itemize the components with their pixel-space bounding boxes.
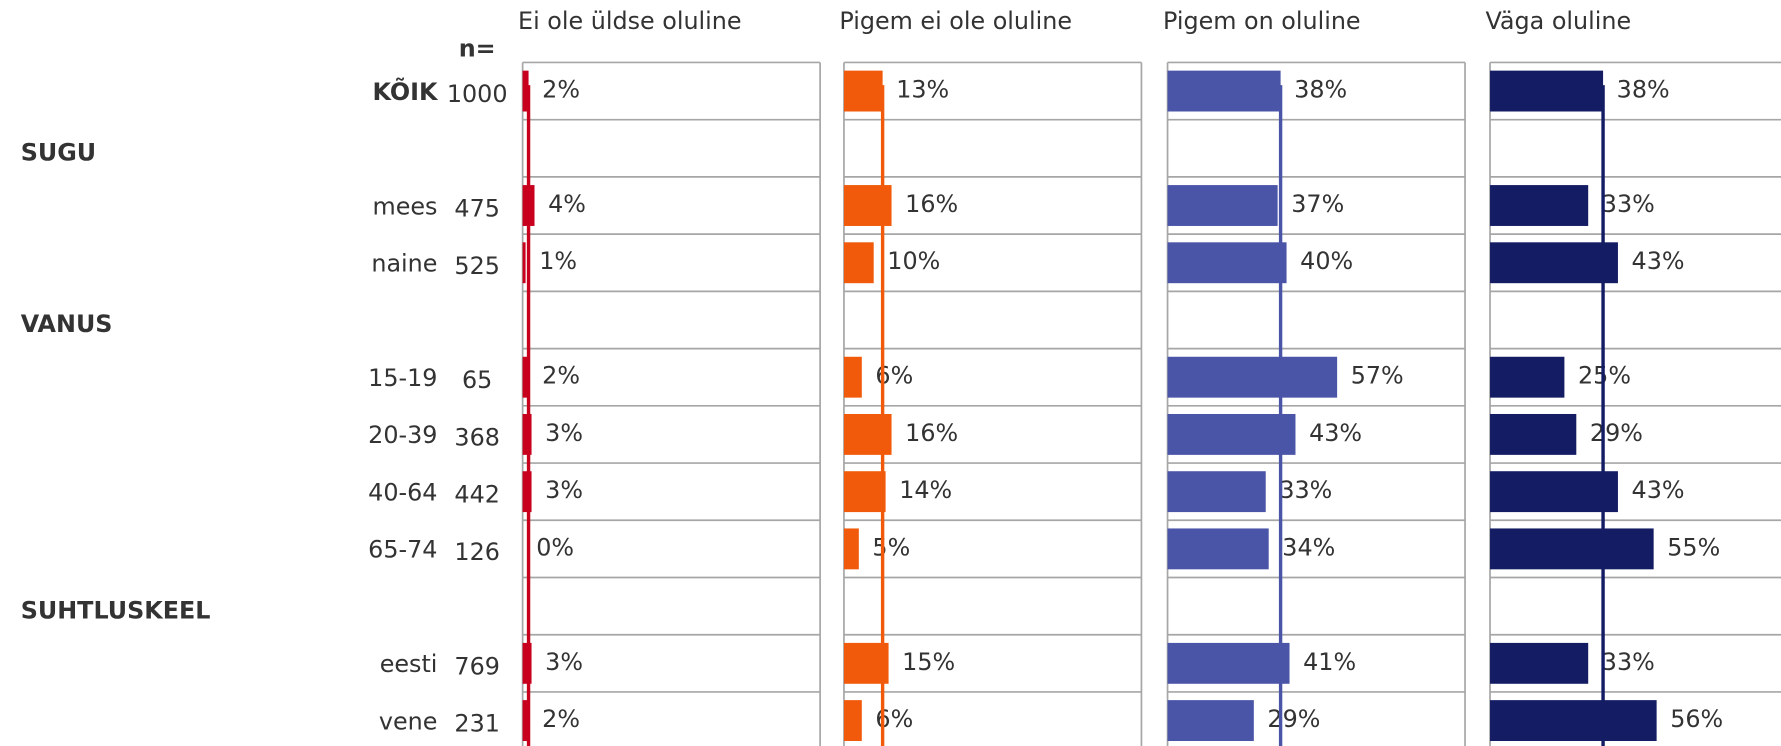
value-label: 2% xyxy=(542,76,580,104)
group-label: VANUS xyxy=(21,310,113,338)
value-label: 5% xyxy=(872,533,910,561)
bar xyxy=(1490,471,1618,513)
n-value: 475 xyxy=(454,195,499,223)
row-label: 65-74 xyxy=(368,536,437,564)
panel-title: Väga oluline xyxy=(1485,7,1631,35)
value-label: 40% xyxy=(1300,247,1353,275)
value-label: 43% xyxy=(1309,419,1362,447)
bar xyxy=(1490,70,1604,112)
row-label: KÕIK xyxy=(372,78,439,106)
bar xyxy=(1167,413,1296,455)
value-label: 1% xyxy=(539,247,577,275)
row-label: mees xyxy=(372,192,437,220)
bar xyxy=(522,70,529,112)
n-value: 368 xyxy=(454,423,499,451)
n-header: n= xyxy=(459,34,496,62)
bar xyxy=(1490,413,1577,455)
value-label: 33% xyxy=(1602,190,1655,218)
bar xyxy=(1490,356,1565,398)
n-value: 442 xyxy=(454,481,499,509)
value-label: 43% xyxy=(1632,476,1685,504)
bar xyxy=(1490,642,1589,684)
value-label: 16% xyxy=(905,190,958,218)
value-label: 56% xyxy=(1670,705,1723,733)
row-label: vene xyxy=(379,707,438,735)
bar xyxy=(843,528,859,570)
row-label: 15-19 xyxy=(368,364,437,392)
group-label: SUHTLUSKEEL xyxy=(21,596,211,624)
row-label: 20-39 xyxy=(368,421,437,449)
value-label: 38% xyxy=(1294,76,1347,104)
value-label: 13% xyxy=(896,76,949,104)
n-value: 65 xyxy=(462,366,492,394)
n-value: 126 xyxy=(454,538,499,566)
bar xyxy=(1167,70,1281,112)
bar xyxy=(1167,642,1290,684)
value-label: 43% xyxy=(1632,247,1685,275)
value-label: 55% xyxy=(1667,533,1720,561)
panel-title: Pigem ei ole oluline xyxy=(839,7,1072,35)
value-label: 2% xyxy=(542,705,580,733)
bar xyxy=(1490,242,1618,284)
bar xyxy=(843,700,862,742)
value-label: 29% xyxy=(1267,705,1320,733)
value-label: 10% xyxy=(887,247,940,275)
bar xyxy=(1167,528,1269,570)
value-label: 3% xyxy=(545,476,583,504)
value-label: 0% xyxy=(536,533,574,561)
bar xyxy=(1167,242,1287,284)
n-value: 525 xyxy=(454,252,499,280)
bar xyxy=(843,356,862,398)
value-label: 37% xyxy=(1291,190,1344,218)
value-label: 34% xyxy=(1282,533,1335,561)
bar xyxy=(1167,700,1254,742)
row-label: 40-64 xyxy=(368,478,437,506)
value-label: 3% xyxy=(545,648,583,676)
bar xyxy=(1167,471,1266,513)
n-value: 231 xyxy=(454,710,499,738)
row-label: naine xyxy=(371,250,437,278)
value-label: 57% xyxy=(1351,362,1404,390)
value-label: 2% xyxy=(542,362,580,390)
n-value: 769 xyxy=(454,652,499,680)
bar xyxy=(1490,700,1657,742)
value-label: 4% xyxy=(548,190,586,218)
bar xyxy=(843,242,874,284)
bar xyxy=(522,700,529,742)
value-label: 33% xyxy=(1279,476,1332,504)
value-label: 33% xyxy=(1602,648,1655,676)
bar xyxy=(843,471,886,513)
value-label: 16% xyxy=(905,419,958,447)
bar xyxy=(843,70,883,112)
bar xyxy=(522,356,529,398)
value-label: 38% xyxy=(1617,76,1670,104)
value-label: 15% xyxy=(902,648,955,676)
value-label: 3% xyxy=(545,419,583,447)
bar xyxy=(1490,528,1654,570)
bar xyxy=(522,242,526,284)
panel-title: Pigem on oluline xyxy=(1163,7,1361,35)
bar xyxy=(1167,356,1338,398)
bar xyxy=(843,413,892,455)
value-label: 29% xyxy=(1590,419,1643,447)
row-label: eesti xyxy=(380,650,438,678)
bar xyxy=(1490,185,1589,226)
bar xyxy=(843,185,892,226)
value-label: 41% xyxy=(1303,648,1356,676)
panel-title: Ei ole üldse oluline xyxy=(518,7,741,35)
n-value: 1000 xyxy=(447,80,508,108)
value-label: 14% xyxy=(899,476,952,504)
bar xyxy=(1167,185,1278,226)
group-label: SUGU xyxy=(21,138,96,166)
